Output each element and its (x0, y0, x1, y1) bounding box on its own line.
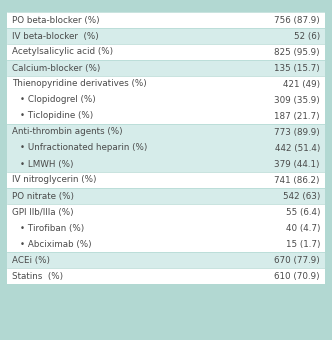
Text: 741 (86.2): 741 (86.2) (275, 175, 320, 185)
Bar (7, 124, 325, 172)
Text: 40 (4.7): 40 (4.7) (286, 223, 320, 233)
Text: • Ticlopidine (%): • Ticlopidine (%) (20, 112, 93, 120)
Text: • Abciximab (%): • Abciximab (%) (20, 239, 92, 249)
Text: Calcium-blocker (%): Calcium-blocker (%) (12, 64, 100, 72)
Text: • Tirofiban (%): • Tirofiban (%) (20, 223, 84, 233)
Text: • Clopidogrel (%): • Clopidogrel (%) (20, 96, 96, 104)
Bar (7, 44, 325, 60)
Text: Anti-thrombin agents (%): Anti-thrombin agents (%) (12, 128, 123, 136)
Text: IV nitroglycerin (%): IV nitroglycerin (%) (12, 175, 97, 185)
Text: 825 (95.9): 825 (95.9) (274, 48, 320, 56)
Text: 421 (49): 421 (49) (283, 80, 320, 88)
Bar (7, 252, 325, 268)
Text: 610 (70.9): 610 (70.9) (274, 272, 320, 280)
Text: • LMWH (%): • LMWH (%) (20, 159, 73, 169)
Text: 379 (44.1): 379 (44.1) (275, 159, 320, 169)
Bar (7, 28, 325, 44)
Bar (7, 60, 325, 76)
Text: 542 (63): 542 (63) (283, 191, 320, 201)
Text: PO nitrate (%): PO nitrate (%) (12, 191, 74, 201)
Text: Statins  (%): Statins (%) (12, 272, 63, 280)
Text: 52 (6): 52 (6) (294, 32, 320, 40)
Bar (7, 172, 325, 188)
Text: 756 (87.9): 756 (87.9) (274, 16, 320, 24)
Text: GPI IIb/IIIa (%): GPI IIb/IIIa (%) (12, 207, 74, 217)
Text: 670 (77.9): 670 (77.9) (274, 255, 320, 265)
Text: ACEi (%): ACEi (%) (12, 255, 50, 265)
Text: Thienopyridine derivatives (%): Thienopyridine derivatives (%) (12, 80, 147, 88)
Text: 187 (21.7): 187 (21.7) (274, 112, 320, 120)
Bar (7, 204, 325, 252)
Text: 309 (35.9): 309 (35.9) (274, 96, 320, 104)
Text: 55 (6.4): 55 (6.4) (286, 207, 320, 217)
Text: PO beta-blocker (%): PO beta-blocker (%) (12, 16, 100, 24)
Bar (7, 76, 325, 124)
Bar (7, 12, 325, 28)
Text: 135 (15.7): 135 (15.7) (274, 64, 320, 72)
Text: 773 (89.9): 773 (89.9) (274, 128, 320, 136)
Text: 442 (51.4): 442 (51.4) (275, 143, 320, 153)
Text: Acetylsalicylic acid (%): Acetylsalicylic acid (%) (12, 48, 113, 56)
Text: • Unfractionated heparin (%): • Unfractionated heparin (%) (20, 143, 147, 153)
Bar (7, 268, 325, 284)
Text: IV beta-blocker  (%): IV beta-blocker (%) (12, 32, 99, 40)
Text: 15 (1.7): 15 (1.7) (286, 239, 320, 249)
Bar (7, 188, 325, 204)
